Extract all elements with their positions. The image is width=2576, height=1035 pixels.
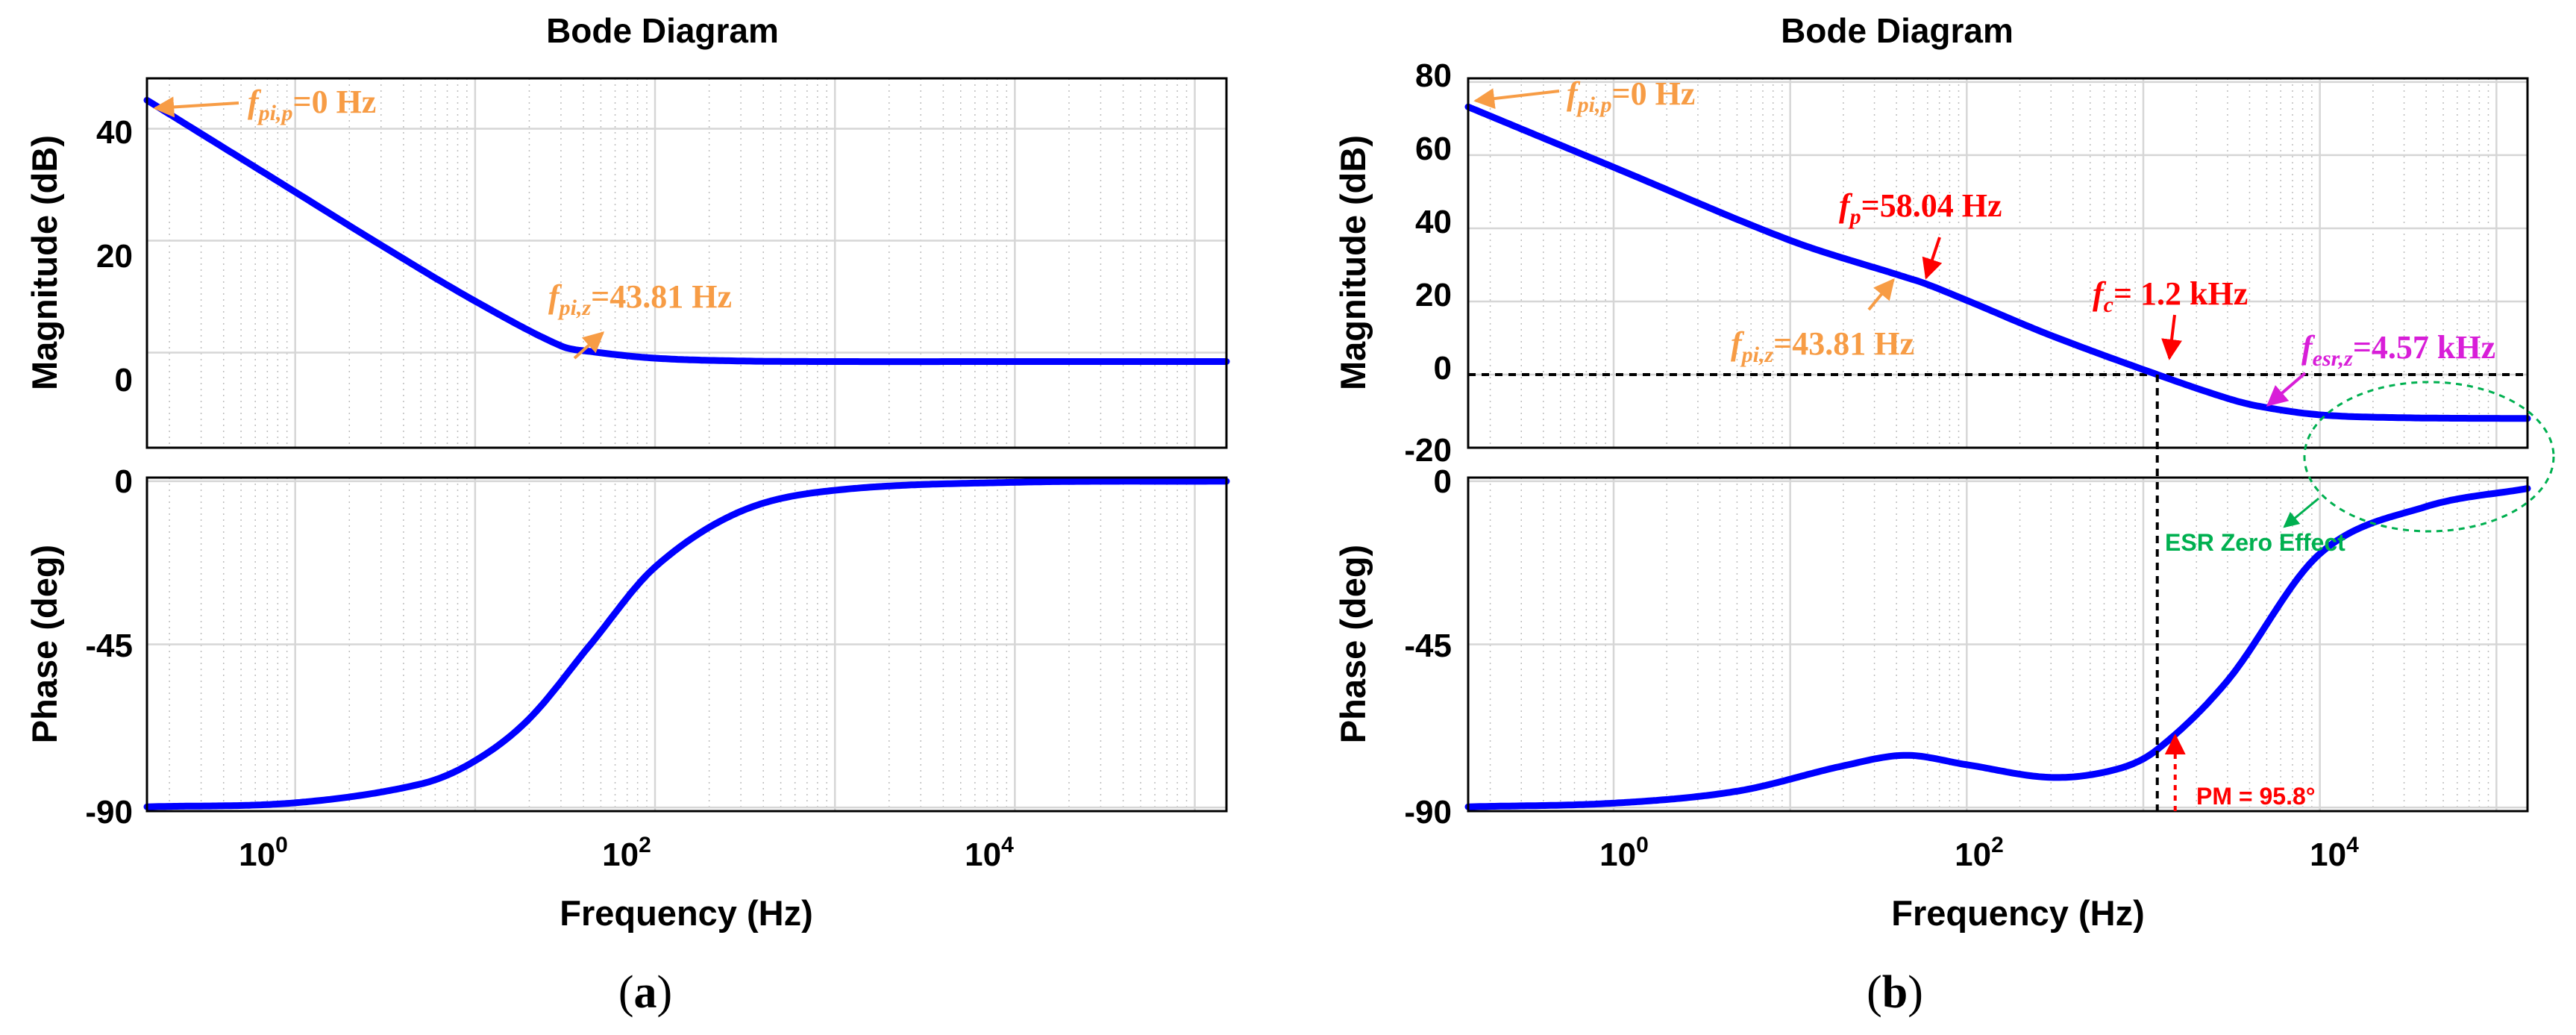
panel-a-magnitude-curve — [143, 96, 1230, 366]
esr-region-ellipse — [2303, 381, 2555, 533]
panel-b-annotation-phase-margin: PM = 95.8° — [2164, 734, 2316, 811]
panel-b-annotation-fpi-z: fpi,z=43.81 Hz — [1731, 278, 1914, 367]
y-tick-label: 40 — [96, 114, 133, 151]
panel-b-magnitude-ylabel: Magnitude (dB) — [1333, 135, 1373, 390]
x-tick-label: 102 — [602, 833, 651, 873]
x-tick-label: 104 — [965, 833, 1014, 873]
panel-a-annotation-fpi-z: fpi,z=43.81 Hz — [548, 278, 732, 360]
panel-a-annotation-fpi-p: fpi,p=0 Hz — [153, 84, 376, 125]
annotation-label: ESR Zero Effect — [2165, 529, 2345, 556]
panel-a-magnitude-grid — [147, 78, 1226, 448]
panel-a-xlabel: Frequency (Hz) — [560, 893, 813, 933]
panel-b: Bode Diagram 80 60 40 20 0 -20 Magnitude… — [1333, 11, 2555, 1018]
panel-b-subfigure-label: (b) — [1867, 967, 1923, 1018]
annotation-label: fpi,z=43.81 Hz — [548, 278, 732, 320]
panel-a-phase-ylabel: Phase (deg) — [25, 545, 64, 743]
panel-a-xticks: 100 102 104 — [239, 833, 1014, 873]
y-tick-label: 0 — [1434, 463, 1452, 500]
panel-b-phase-yticks: 0 -45 -90 — [1404, 463, 1452, 831]
panel-a-magnitude-frame — [145, 77, 1228, 449]
annotation-label: fpi,p=0 Hz — [248, 84, 376, 125]
annotation-label: fpi,z=43.81 Hz — [1731, 325, 1914, 367]
panel-a-phase-yticks: 0 -45 -90 — [85, 463, 133, 831]
panel-b-annotation-fpi-p: fpi,p=0 Hz — [1473, 75, 1695, 117]
y-tick-label: 0 — [115, 463, 133, 500]
panel-b-magnitude-frame — [1467, 77, 2529, 449]
panel-a-title: Bode Diagram — [546, 11, 779, 50]
panel-a-magnitude-ylabel: Magnitude (dB) — [25, 135, 64, 390]
panel-b-title: Bode Diagram — [1781, 11, 2014, 50]
x-tick-label: 102 — [1955, 833, 2004, 873]
y-tick-label: -90 — [1404, 794, 1452, 831]
panel-b-phase-curve — [1464, 485, 2531, 810]
panel-b-phase-ylabel: Phase (deg) — [1333, 545, 1373, 743]
panel-a: Bode Diagram 40 20 0 Magnitude (dB) 0 -4… — [25, 11, 1230, 1018]
annotation-label: fc= 1.2 kHz — [2093, 275, 2248, 317]
x-tick-label: 104 — [2310, 833, 2359, 873]
annotation-label: fpi,p=0 Hz — [1567, 75, 1695, 117]
panel-b-annotation-esr-effect: ESR Zero Effect — [2165, 381, 2555, 556]
annotation-label: fesr,z=4.57 kHz — [2301, 329, 2495, 371]
panel-a-subfigure-label: (a) — [618, 967, 672, 1018]
x-tick-label: 100 — [1599, 833, 1649, 873]
annotation-label: fp=58.04 Hz — [1839, 187, 2002, 229]
y-tick-label: 0 — [115, 362, 133, 398]
y-tick-label: 0 — [1434, 350, 1452, 387]
panel-b-annotation-fesr-z: fesr,z=4.57 kHz — [2266, 329, 2495, 407]
y-tick-label: 40 — [1415, 204, 1452, 240]
y-tick-label: -45 — [85, 628, 133, 664]
panel-a-phase-curve — [143, 478, 1230, 810]
panel-b-annotation-fp: fp=58.04 Hz — [1839, 187, 2002, 280]
panel-a-magnitude-yticks: 40 20 0 — [96, 114, 133, 398]
panel-b-magnitude-yticks: 80 60 40 20 0 -20 — [1404, 57, 1452, 469]
x-tick-label: 100 — [239, 833, 288, 873]
y-tick-label: 80 — [1415, 57, 1452, 94]
panel-b-xticks: 100 102 104 — [1599, 833, 2359, 873]
y-tick-label: 20 — [1415, 277, 1452, 313]
panel-b-phase-grid — [1468, 478, 2528, 811]
panel-a-phase-grid — [147, 478, 1226, 811]
y-tick-label: 60 — [1415, 131, 1452, 167]
annotation-label: PM = 95.8° — [2196, 783, 2316, 810]
y-tick-label: 20 — [96, 238, 133, 275]
panel-b-annotation-fc: fc= 1.2 kHz — [2093, 275, 2248, 360]
panel-b-magnitude-curve — [1464, 103, 2531, 422]
y-tick-label: -20 — [1404, 432, 1452, 469]
y-tick-label: -90 — [85, 794, 133, 831]
y-tick-label: -45 — [1404, 628, 1452, 664]
panel-b-xlabel: Frequency (Hz) — [1891, 893, 2145, 933]
